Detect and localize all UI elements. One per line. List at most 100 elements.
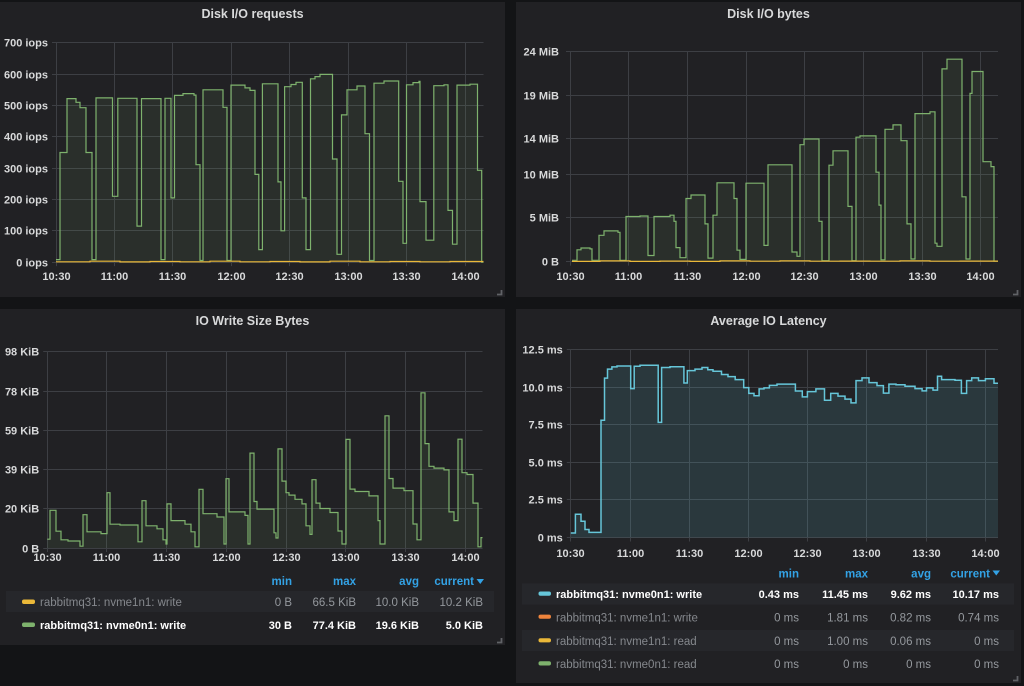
svg-text:2.5 ms: 2.5 ms [529, 495, 563, 507]
svg-text:11:00: 11:00 [101, 271, 129, 283]
svg-text:IO Write Size Bytes: IO Write Size Bytes [196, 314, 310, 328]
svg-text:10.0 ms: 10.0 ms [522, 383, 562, 395]
svg-text:12.5 ms: 12.5 ms [522, 345, 562, 357]
svg-text:rabbitmq31: nvme0n1: write: rabbitmq31: nvme0n1: write [40, 620, 186, 632]
svg-text:0.82 ms: 0.82 ms [890, 612, 931, 624]
svg-text:0 B: 0 B [542, 257, 559, 269]
svg-text:rabbitmq31: nvme1n1: write: rabbitmq31: nvme1n1: write [556, 612, 698, 624]
svg-text:13:00: 13:00 [849, 271, 877, 283]
svg-text:12:00: 12:00 [734, 548, 762, 560]
svg-text:11:00: 11:00 [617, 548, 645, 560]
svg-text:13:30: 13:30 [392, 271, 420, 283]
svg-text:0 B: 0 B [275, 597, 293, 609]
svg-text:14:00: 14:00 [451, 552, 479, 564]
svg-text:0 ms: 0 ms [538, 533, 563, 545]
svg-text:13:00: 13:00 [331, 552, 359, 564]
svg-text:14:00: 14:00 [451, 271, 479, 283]
svg-text:rabbitmq31: nvme0n1: read: rabbitmq31: nvme0n1: read [556, 659, 697, 671]
svg-text:13:30: 13:30 [912, 548, 940, 560]
svg-text:0 iops: 0 iops [16, 258, 48, 270]
svg-text:13:30: 13:30 [908, 271, 936, 283]
svg-text:11.45 ms: 11.45 ms [822, 589, 868, 601]
svg-text:0 ms: 0 ms [974, 659, 999, 671]
svg-text:0 ms: 0 ms [974, 636, 999, 648]
svg-text:0 ms: 0 ms [774, 636, 799, 648]
svg-text:12:30: 12:30 [790, 271, 818, 283]
svg-text:14:00: 14:00 [971, 548, 999, 560]
svg-text:rabbitmq31: nvme1n1: read: rabbitmq31: nvme1n1: read [556, 636, 697, 648]
svg-text:10 MiB: 10 MiB [524, 170, 560, 182]
svg-text:19.6 KiB: 19.6 KiB [376, 620, 419, 632]
svg-text:10:30: 10:30 [33, 552, 61, 564]
svg-text:0.43 ms: 0.43 ms [759, 589, 799, 601]
svg-text:7.5 ms: 7.5 ms [529, 420, 563, 432]
svg-text:700 iops: 700 iops [4, 38, 48, 50]
svg-text:100 iops: 100 iops [4, 226, 48, 238]
svg-text:11:00: 11:00 [615, 271, 643, 283]
svg-text:0 ms: 0 ms [774, 612, 799, 624]
svg-text:10:30: 10:30 [42, 271, 70, 283]
svg-text:current: current [950, 569, 990, 581]
svg-text:200 iops: 200 iops [4, 195, 48, 207]
svg-text:11:30: 11:30 [676, 548, 704, 560]
svg-text:12:00: 12:00 [732, 271, 760, 283]
svg-text:500 iops: 500 iops [4, 101, 48, 113]
svg-text:14 MiB: 14 MiB [524, 134, 560, 146]
svg-text:12:00: 12:00 [212, 552, 240, 564]
svg-text:0 ms: 0 ms [774, 659, 799, 671]
svg-text:0.06 ms: 0.06 ms [890, 636, 931, 648]
svg-text:20 KiB: 20 KiB [5, 504, 39, 516]
svg-text:max: max [845, 569, 869, 581]
svg-text:24 MiB: 24 MiB [524, 47, 560, 59]
svg-text:rabbitmq31: nvme0n1: write: rabbitmq31: nvme0n1: write [556, 589, 702, 601]
svg-text:12:30: 12:30 [793, 548, 821, 560]
svg-text:0.74 ms: 0.74 ms [958, 612, 999, 624]
svg-text:12:30: 12:30 [275, 271, 303, 283]
svg-text:13:00: 13:00 [334, 271, 362, 283]
svg-text:rabbitmq31: nvme1n1: write: rabbitmq31: nvme1n1: write [40, 597, 182, 609]
svg-text:13:30: 13:30 [391, 552, 419, 564]
svg-text:min: min [272, 576, 292, 588]
svg-text:0 ms: 0 ms [906, 659, 931, 671]
svg-text:max: max [333, 576, 357, 588]
svg-text:11:30: 11:30 [674, 271, 702, 283]
svg-text:5 MiB: 5 MiB [530, 213, 559, 225]
svg-text:98 KiB: 98 KiB [5, 347, 39, 359]
svg-text:30 B: 30 B [269, 620, 292, 632]
svg-text:400 iops: 400 iops [4, 132, 48, 144]
svg-text:10.0 KiB: 10.0 KiB [376, 597, 420, 609]
svg-text:Disk I/O requests: Disk I/O requests [201, 7, 303, 21]
svg-text:Disk I/O bytes: Disk I/O bytes [727, 7, 810, 21]
svg-text:11:30: 11:30 [159, 271, 187, 283]
svg-text:avg: avg [399, 576, 419, 588]
svg-text:0 B: 0 B [22, 544, 39, 556]
svg-text:14:00: 14:00 [966, 271, 994, 283]
svg-text:10:30: 10:30 [556, 548, 584, 560]
svg-text:12:30: 12:30 [272, 552, 300, 564]
svg-text:13:00: 13:00 [852, 548, 880, 560]
svg-text:5.0 KiB: 5.0 KiB [446, 620, 483, 632]
svg-text:77.4 KiB: 77.4 KiB [313, 620, 356, 632]
svg-text:39 KiB: 39 KiB [5, 465, 39, 477]
svg-text:1.00 ms: 1.00 ms [827, 636, 868, 648]
svg-text:10.17 ms: 10.17 ms [953, 589, 999, 601]
svg-text:1.81 ms: 1.81 ms [827, 612, 868, 624]
svg-text:66.5 KiB: 66.5 KiB [313, 597, 357, 609]
svg-text:12:00: 12:00 [217, 271, 245, 283]
svg-text:min: min [779, 569, 799, 581]
svg-text:19 MiB: 19 MiB [524, 91, 560, 103]
svg-text:0 ms: 0 ms [843, 659, 868, 671]
svg-text:600 iops: 600 iops [4, 70, 48, 82]
svg-text:avg: avg [911, 569, 931, 581]
svg-text:78 KiB: 78 KiB [5, 387, 39, 399]
svg-text:9.62 ms: 9.62 ms [891, 589, 931, 601]
svg-text:11:00: 11:00 [93, 552, 121, 564]
svg-text:Average IO Latency: Average IO Latency [710, 314, 826, 328]
svg-text:5.0 ms: 5.0 ms [529, 458, 563, 470]
svg-text:300 iops: 300 iops [4, 164, 48, 176]
svg-text:10.2 KiB: 10.2 KiB [440, 597, 484, 609]
svg-text:59 KiB: 59 KiB [5, 426, 39, 438]
svg-text:10:30: 10:30 [556, 271, 584, 283]
svg-text:11:30: 11:30 [153, 552, 181, 564]
svg-text:current: current [434, 576, 474, 588]
